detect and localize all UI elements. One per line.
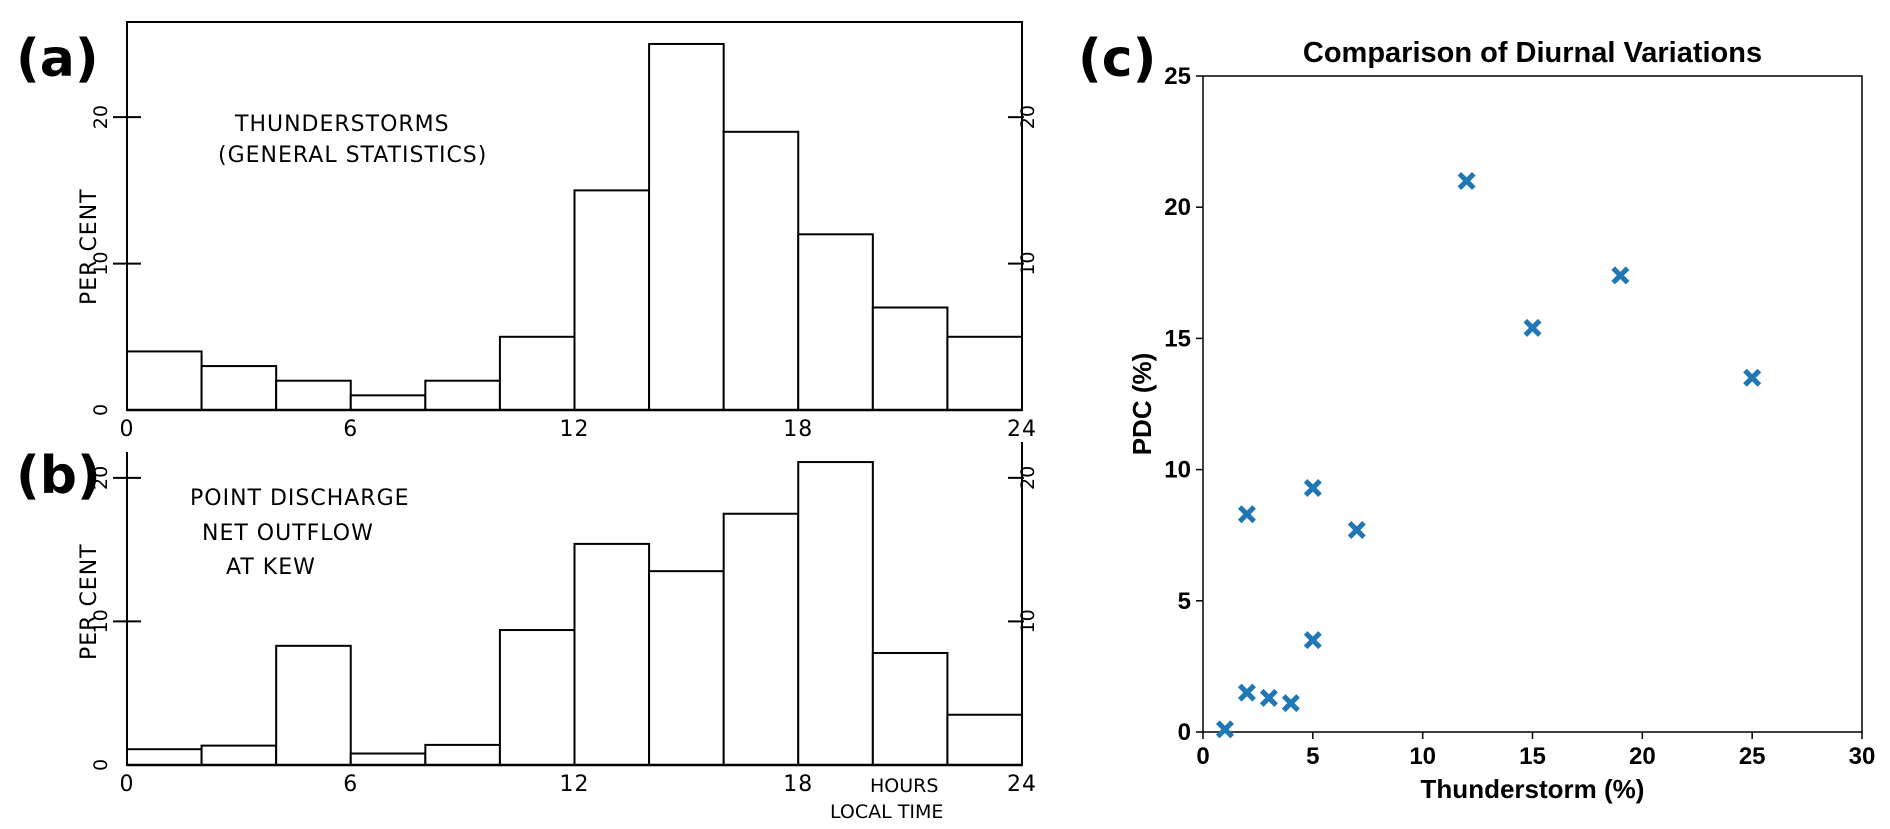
y-tick-label: 20 — [1164, 194, 1191, 221]
panel-a-bar-4-6 — [275, 379, 352, 411]
panel-b-xtick-label: 12 — [560, 772, 590, 797]
panel-b-xtick-label: 18 — [783, 772, 813, 797]
panel-b-bar-20-22 — [871, 652, 949, 766]
panel-b-bar-2-4 — [200, 744, 278, 766]
panel-b-bar-10-12 — [498, 629, 576, 766]
chart-title: Comparison of Diurnal Variations — [1303, 37, 1762, 69]
panel-a-bar-10-12 — [498, 335, 576, 411]
panel-b-annotation-line1: POINT DISCHARGE — [190, 486, 410, 511]
scatter-point-11 — [1303, 631, 1322, 650]
panel-a-bar-22-24 — [946, 335, 1024, 411]
panel-b-annotation-line2: NET OUTFLOW — [202, 521, 374, 546]
y-tick-label: 25 — [1164, 63, 1191, 90]
panel-a-ytick-label-left: 20 — [90, 105, 112, 129]
y-tick-label: 10 — [1164, 457, 1191, 484]
scatter-point-3 — [1215, 720, 1234, 739]
panel-c-scatter: Comparison of Diurnal Variations 0 5 10 15 2… — [1127, 37, 1875, 804]
panel-b-ylabel: PER CENT — [77, 543, 102, 660]
scatter-point-4 — [1237, 683, 1256, 702]
panel-b-bar-12-14 — [573, 542, 651, 766]
panel-b-xtick-label: 0 — [120, 772, 135, 797]
y-tick-label: 5 — [1178, 588, 1191, 615]
panel-a-bar-20-22 — [871, 306, 949, 411]
panel-b-ytick-label-left: 0 — [90, 759, 112, 771]
scatter-point-6 — [1523, 318, 1542, 337]
panel-b-ytick-label-left: 10 — [90, 609, 112, 633]
x-tick-label: 0 — [1196, 743, 1209, 770]
panel-a-bar-0-2 — [126, 350, 203, 411]
panel-label-b: (b) — [16, 446, 101, 506]
panel-label-c: (c) — [1078, 29, 1156, 89]
panel-b-bar-16-18 — [722, 512, 800, 766]
panel-a-xtick-label: 18 — [783, 417, 813, 442]
panel-b-bar-0-2 — [126, 748, 203, 766]
panel-a-ytick-label-left: 0 — [90, 404, 112, 416]
y-tick-label: 0 — [1178, 719, 1191, 746]
scatter-point-9 — [1457, 171, 1476, 190]
panel-a-bar-18-20 — [797, 233, 874, 411]
panel-a-annotation-line1: THUNDERSTORMS — [234, 112, 450, 137]
panel-a-ytick-label-right: 10 — [1017, 251, 1039, 275]
panel-a-bar-8-10 — [424, 379, 501, 411]
x-tick-label: 20 — [1629, 743, 1656, 770]
x-tick-label: 10 — [1409, 743, 1436, 770]
panel-a-ytick-label-right: 20 — [1017, 105, 1039, 129]
panel-b-ytick-label-right: 20 — [1017, 466, 1039, 490]
x-tick-label: 15 — [1519, 743, 1546, 770]
panel-b-bar-14-16 — [648, 570, 725, 767]
panel-a-histogram: 0 6 12 18 24 0 10 20 10 20 THUNDERSTORMS (GENERAL… — [77, 21, 1039, 442]
panel-a-xtick-label: 24 — [1007, 417, 1037, 442]
panel-b-ticks: 0 6 12 18 24 0 10 20 10 20 — [90, 442, 1039, 797]
x-tick-label: 5 — [1306, 743, 1319, 770]
panel-c-frame — [1202, 75, 1863, 733]
scatter-point-7 — [1743, 368, 1762, 387]
scatter-point-10 — [1347, 520, 1366, 539]
panel-b-xlabel-line1: HOURS — [870, 775, 938, 797]
y-axis-label: PDC (%) — [1127, 353, 1157, 456]
x-tick-label: 25 — [1739, 743, 1766, 770]
panel-b-xtick-label: 24 — [1007, 772, 1037, 797]
panel-a-ticks: 0 6 12 18 24 0 10 20 10 20 — [90, 105, 1039, 442]
panel-a-bar-2-4 — [200, 365, 278, 411]
panel-b-bar-22-24 — [946, 713, 1024, 766]
scatter-point-0 — [1281, 694, 1300, 713]
panel-label-a: (a) — [16, 29, 99, 89]
panel-a-bar-12-14 — [573, 189, 651, 411]
scatter-point-2 — [1237, 505, 1256, 524]
scatter-point-1 — [1259, 688, 1278, 707]
panel-a-xtick-label: 0 — [120, 417, 135, 442]
panel-a-xtick-label: 12 — [560, 417, 590, 442]
panel-c-ticks: 0 5 10 15 20 25 30 0 5 10 15 20 25 — [1164, 63, 1875, 770]
panel-a-bar-14-16 — [648, 42, 725, 412]
panel-b-histogram: 0 6 12 18 24 0 10 20 10 20 POINT DISCHARGE NET OU… — [77, 442, 1039, 823]
panel-a-bar-16-18 — [722, 130, 800, 412]
panel-a-annotation-line2: (GENERAL STATISTICS) — [218, 143, 487, 168]
panel-a-bar-6-8 — [349, 394, 427, 411]
panel-b-bar-18-20 — [797, 461, 874, 766]
panel-b-ytick-label-right: 10 — [1017, 609, 1039, 633]
panel-b-bars — [126, 461, 1024, 767]
scatter-point-8 — [1611, 266, 1630, 285]
scatter-point-5 — [1303, 478, 1322, 497]
panel-b-ytick-label-left: 20 — [90, 466, 112, 490]
x-tick-label: 30 — [1849, 743, 1876, 770]
panel-a-bars — [126, 42, 1024, 412]
panel-b-bar-4-6 — [275, 644, 352, 766]
panel-b-annotation-line3: AT KEW — [226, 555, 316, 580]
x-axis-label: Thunderstorm (%) — [1421, 774, 1645, 804]
panel-a-ylabel: PER CENT — [77, 188, 102, 305]
panel-b-xlabel-line2: LOCAL TIME — [830, 801, 943, 823]
y-tick-label: 15 — [1164, 325, 1191, 352]
panel-c-points — [1215, 171, 1762, 739]
panel-b-bar-6-8 — [349, 752, 427, 766]
panel-b-xtick-label: 6 — [343, 772, 358, 797]
panel-a-xtick-label: 6 — [343, 417, 358, 442]
panel-b-bar-8-10 — [424, 743, 501, 767]
panel-a-ytick-label-left: 10 — [90, 251, 112, 275]
